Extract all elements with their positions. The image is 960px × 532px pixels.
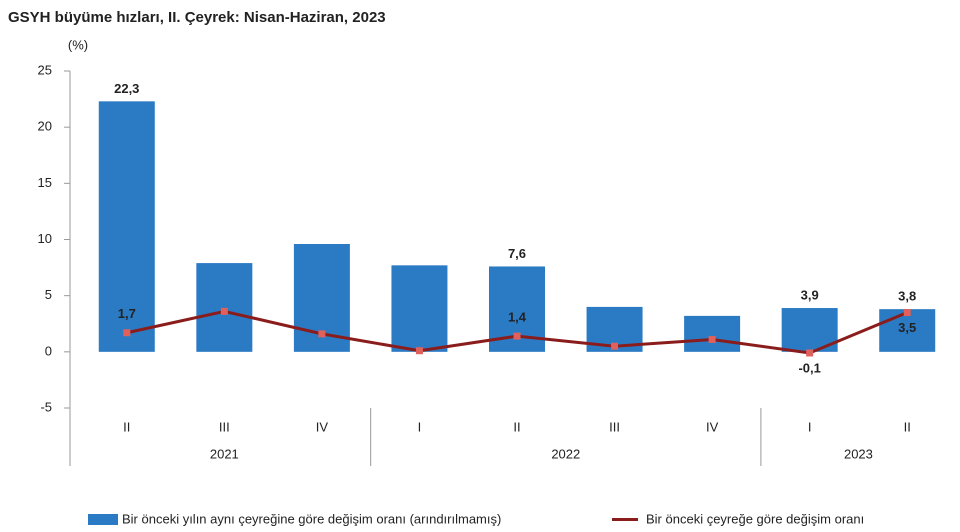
y-tick-label: 5	[45, 287, 52, 302]
line-value-label: 1,7	[118, 306, 136, 321]
x-tick-label: I	[418, 419, 422, 434]
line-marker	[806, 349, 814, 357]
bar-value-label: 3,9	[801, 287, 819, 302]
bar	[196, 263, 253, 352]
x-tick-label: III	[219, 419, 230, 434]
line-marker	[318, 330, 326, 338]
bar-value-label: 22,3	[114, 81, 139, 96]
x-tick-label: III	[609, 419, 620, 434]
line-marker	[708, 335, 716, 343]
y-tick-label: 20	[38, 119, 52, 134]
y-tick-label: 10	[38, 231, 52, 246]
x-tick-label: IV	[706, 419, 719, 434]
line-marker	[611, 342, 619, 350]
bar	[98, 101, 155, 352]
group-label: 2022	[551, 446, 580, 461]
bar	[684, 315, 741, 352]
line-marker	[903, 309, 911, 317]
y-tick-label: 15	[38, 175, 52, 190]
bar	[391, 265, 448, 352]
y-tick-label: -5	[40, 399, 52, 414]
legend-label: Bir önceki çeyreğe göre değişim oranı	[646, 511, 864, 526]
group-label: 2021	[210, 446, 239, 461]
x-tick-label: I	[808, 419, 812, 434]
bar-value-label: 3,8	[898, 289, 916, 304]
x-tick-label: IV	[316, 419, 329, 434]
chart-title: GSYH büyüme hızları, II. Çeyrek: Nisan-H…	[8, 9, 386, 26]
y-tick-label: 0	[45, 343, 52, 358]
x-tick-label: II	[904, 419, 911, 434]
line-value-label: -0,1	[798, 360, 820, 375]
line-marker	[513, 332, 521, 340]
group-label: 2023	[844, 446, 873, 461]
legend-swatch	[88, 514, 118, 525]
x-tick-label: II	[513, 419, 520, 434]
legend-label: Bir önceki yılın aynı çeyreğine göre değ…	[122, 511, 501, 526]
bar	[879, 309, 936, 352]
line-marker	[415, 347, 423, 355]
y-tick-label: 25	[38, 62, 52, 77]
x-tick-label: II	[123, 419, 130, 434]
line-value-label: 3,5	[898, 320, 916, 335]
y-axis-label: (%)	[68, 37, 88, 52]
line-value-label: 1,4	[508, 310, 527, 325]
line-marker	[220, 307, 228, 315]
line-marker	[123, 329, 131, 337]
bar-value-label: 7,6	[508, 246, 526, 261]
